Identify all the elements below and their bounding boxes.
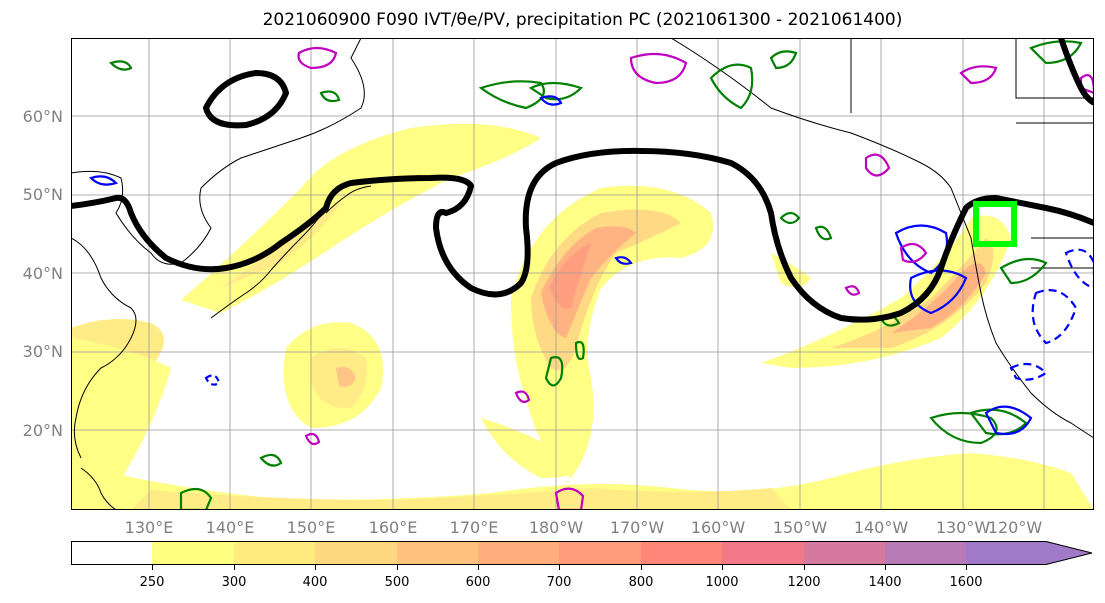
cbar-tickmark: [234, 565, 235, 570]
cbar-tickmark: [641, 565, 642, 570]
ivt-shading: [71, 123, 1094, 510]
lat-label-40n: 40°N: [22, 264, 63, 283]
map-title: 2021060900 F090 IVT/θe/PV, precipitation…: [262, 10, 903, 30]
colorbar-outline: [71, 541, 1093, 565]
pv-contour-ne: [1058, 38, 1094, 106]
lon-label-180w: 180°W: [528, 518, 584, 537]
lon-label-120w: 120°W: [987, 518, 1043, 537]
pv-contour: [71, 147, 1094, 323]
cbar-tick-label: 1400: [868, 575, 902, 590]
colorbar-seg-0: [71, 541, 152, 565]
colorbar-seg-9: [804, 541, 885, 565]
colorbar: [71, 541, 1093, 565]
graticule: [71, 38, 1094, 510]
cbar-tickmark: [478, 565, 479, 570]
cbar-tick-label: 400: [302, 575, 328, 590]
cbar-tickmark: [885, 565, 886, 570]
colorbar-seg-3: [315, 541, 397, 565]
colorbar-seg-11: [966, 541, 1092, 565]
coastlines: [71, 38, 1094, 510]
cbar-tick-label: 600: [465, 575, 491, 590]
cbar-tick-label: 300: [221, 575, 247, 590]
cbar-tickmark: [804, 565, 805, 570]
lon-label-150e: 150°E: [286, 518, 336, 537]
cbar-tick-label: 700: [546, 575, 572, 590]
cbar-tick-label: 500: [384, 575, 410, 590]
map-area: [71, 38, 1094, 510]
lon-label-150w: 150°W: [772, 518, 828, 537]
colorbar-seg-7: [641, 541, 722, 565]
colorbar-seg-8: [722, 541, 804, 565]
cbar-tick-label: 1200: [787, 575, 821, 590]
lat-label-30n: 30°N: [22, 342, 63, 361]
map-canvas: [71, 38, 1094, 510]
cbar-tick-label: 1000: [705, 575, 739, 590]
cbar-tickmark: [315, 565, 316, 570]
lon-label-160e: 160°E: [368, 518, 418, 537]
colorbar-seg-6: [559, 541, 641, 565]
cbar-tickmark: [152, 565, 153, 570]
cbar-tickmark: [397, 565, 398, 570]
colorbar-seg-10: [885, 541, 966, 565]
lon-label-130w: 130°W: [935, 518, 991, 537]
colorbar-seg-5: [478, 541, 559, 565]
lat-label-60n: 60°N: [22, 107, 63, 126]
colorbar-seg-1: [152, 541, 234, 565]
lon-label-130e: 130°E: [124, 518, 174, 537]
precip-contours-magenta: [297, 46, 1094, 510]
cbar-tick-label: 800: [628, 575, 654, 590]
lat-label-20n: 20°N: [22, 421, 63, 440]
colorbar-seg-4: [397, 541, 478, 565]
highlight-box: [973, 201, 1017, 247]
cbar-tickmark: [559, 565, 560, 570]
cbar-tick-label: 1600: [949, 575, 983, 590]
lon-label-170w: 170°W: [609, 518, 665, 537]
pv-contour-closed: [202, 69, 290, 129]
lat-label-50n: 50°N: [22, 185, 63, 204]
colorbar-seg-2: [234, 541, 315, 565]
lon-label-160w: 160°W: [690, 518, 746, 537]
cbar-tickmark: [722, 565, 723, 570]
cbar-tick-label: 250: [139, 575, 165, 590]
lon-label-170e: 170°E: [449, 518, 499, 537]
cbar-tickmark: [966, 565, 967, 570]
lon-label-140w: 140°W: [853, 518, 909, 537]
lon-label-140e: 140°E: [205, 518, 255, 537]
